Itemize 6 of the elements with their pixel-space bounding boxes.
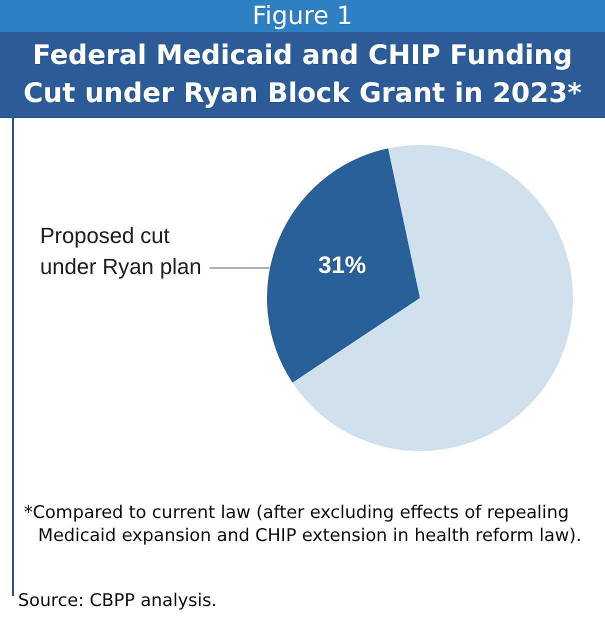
chart-title: Federal Medicaid and CHIP Funding Cut under Ryan Block Grant in 2023* bbox=[0, 32, 605, 118]
text: *Compared to current law (after excluding effects of repealing Medicaid expansion and CHIP extension in health reform law). bbox=[24, 502, 583, 548]
chart-subtitle: Figure 1 bbox=[0, 0, 605, 32]
source-note: Source: CBPP analysis. bbox=[18, 590, 218, 613]
data-label: 31% bbox=[318, 252, 366, 279]
slice-label: Proposed cut under Ryan plan bbox=[40, 223, 202, 280]
